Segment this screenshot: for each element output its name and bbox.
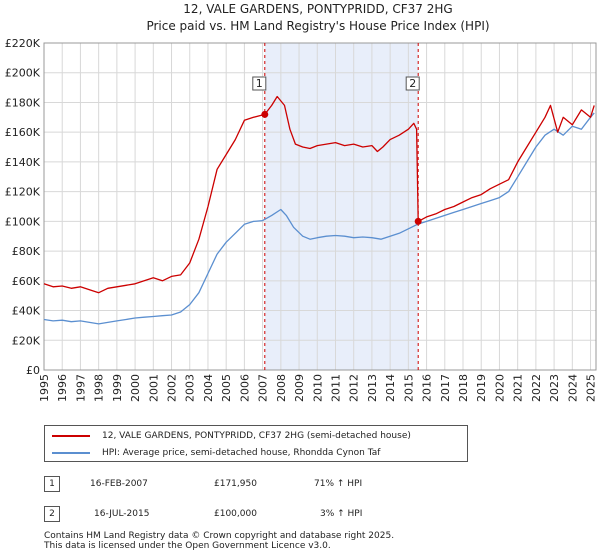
x-tick-label: 2005 [220,374,233,402]
legend-label-price: 12, VALE GARDENS, PONTYPRIDD, CF37 2HG (… [102,431,411,441]
x-tick-label: 2010 [311,374,324,402]
transaction-date: 16-JUL-2015 [94,509,150,519]
annotation-label: 2 [409,77,416,90]
blue-line-swatch [52,452,90,454]
y-tick-label: £20K [12,334,41,347]
x-tick-label: 1996 [56,374,69,402]
chart-title: 12, VALE GARDENS, PONTYPRIDD, CF37 2HG [183,2,452,16]
x-tick-label: 2017 [439,374,452,402]
y-tick-label: £140K [5,156,41,169]
red-line-swatch [52,435,90,437]
x-tick-label: 1999 [111,374,124,402]
annotation-box [405,76,420,91]
transaction-badge: 1 [44,476,60,492]
annotation-box [252,76,267,91]
legend-item-hpi: HPI: Average price, semi-detached house,… [45,445,380,461]
x-tick-label: 2023 [548,374,561,402]
footer-line: This data is licensed under the Open Gov… [44,541,331,551]
x-tick-label: 2012 [348,374,361,402]
x-tick-label: 2014 [384,374,397,402]
x-tick-label: 2004 [202,374,215,402]
footer-attribution: Contains HM Land Registry data © Crown c… [44,531,394,551]
sale-point [261,110,269,118]
chart-subtitle: Price paid vs. HM Land Registry's House … [146,19,489,33]
transaction-price: £100,000 [214,509,257,519]
transaction-row: 2 16-JUL-2015 £100,000 3% ↑ HPI [44,504,362,524]
legend-label-hpi: HPI: Average price, semi-detached house,… [102,448,381,458]
x-tick-label: 2009 [293,374,306,402]
transaction-hpi: 71% ↑ HPI [314,479,363,489]
transaction-date: 16-FEB-2007 [90,479,148,489]
y-tick-label: £100K [5,215,41,228]
x-tick-label: 2013 [366,374,379,402]
y-tick-label: £220K [5,37,41,50]
y-tick-label: £180K [5,96,41,109]
annotation-label: 1 [256,77,263,90]
transaction-row: 1 16-FEB-2007 £171,950 71% ↑ HPI [44,474,362,494]
x-tick-label: 2020 [493,374,506,402]
footer-line: Contains HM Land Registry data © Crown c… [44,531,395,541]
x-tick-label: 2025 [585,374,598,402]
x-tick-label: 2018 [457,374,470,402]
legend-item-price: 12, VALE GARDENS, PONTYPRIDD, CF37 2HG (… [45,428,411,444]
y-tick-label: £120K [5,186,41,199]
x-tick-label: 2021 [512,374,525,402]
x-tick-label: 2000 [129,374,142,402]
x-tick-label: 2011 [329,374,342,402]
y-tick-label: £160K [5,126,41,139]
series-line [43,112,595,325]
plot-border [43,42,597,371]
x-tick-label: 2006 [238,374,251,402]
x-tick-label: 2008 [275,374,288,402]
y-tick-label: £0 [26,364,40,377]
x-tick-label: 2015 [402,374,415,402]
transaction-price: £171,950 [214,479,257,489]
x-tick-label: 2001 [147,374,160,402]
price-chart: 12, VALE GARDENS, PONTYPRIDD, CF37 2HG P… [5,2,598,402]
shaded-period [264,43,419,370]
x-tick-label: 2019 [475,374,488,402]
y-tick-label: £200K [5,67,41,80]
x-tick-label: 1998 [93,374,106,402]
x-tick-label: 1995 [38,374,51,402]
legend: 12, VALE GARDENS, PONTYPRIDD, CF37 2HG (… [44,425,468,462]
x-tick-label: 1997 [74,374,87,402]
x-tick-label: 2003 [184,374,197,402]
x-tick-label: 2024 [566,374,579,402]
x-tick-label: 2016 [421,374,434,402]
y-tick-label: £40K [12,305,41,318]
sale-point [414,217,422,225]
x-tick-label: 2007 [257,374,270,402]
y-tick-label: £60K [12,275,41,288]
transaction-badge: 2 [44,506,60,522]
series-line [43,95,595,294]
y-tick-label: £80K [12,245,41,258]
x-tick-label: 2002 [166,374,179,402]
transaction-hpi: 3% ↑ HPI [320,509,363,519]
x-tick-label: 2022 [530,374,543,402]
